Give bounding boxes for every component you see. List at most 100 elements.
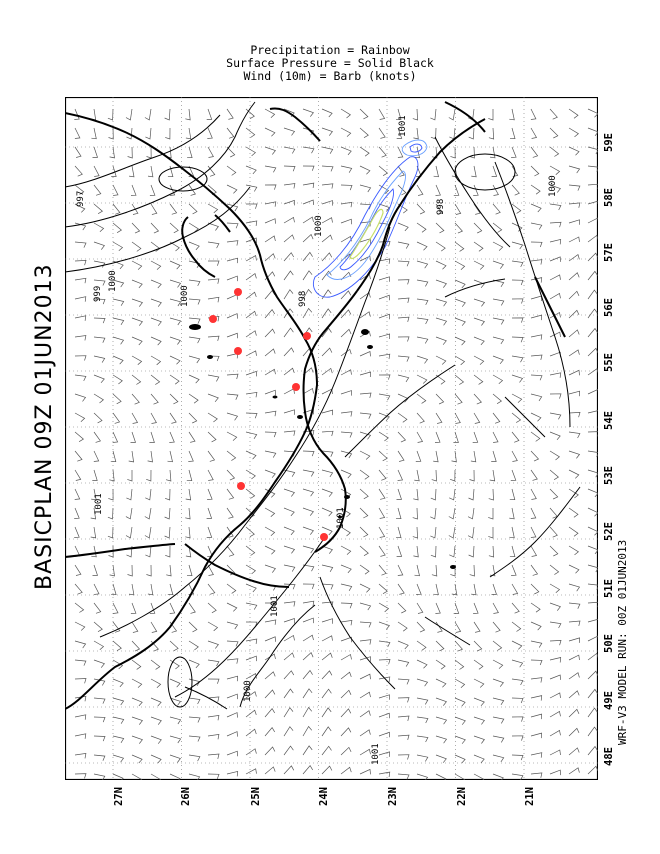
wind-barb [206, 108, 213, 120]
contour-label: 1000 [180, 285, 190, 307]
wind-barb [226, 583, 237, 594]
wind-barb [549, 729, 561, 737]
wind-barb [321, 488, 333, 497]
wind-barb [511, 412, 522, 423]
wind-barb [509, 545, 516, 557]
wind-barb [283, 216, 295, 224]
wind-barb [378, 602, 390, 613]
wind-barb [359, 184, 372, 193]
wind-barb [397, 754, 410, 760]
wind-barb [416, 336, 429, 344]
wind-barb [74, 431, 84, 442]
wind-barb [359, 691, 371, 699]
wind-barb [264, 671, 276, 680]
wind-barb [587, 410, 598, 416]
wind-barb [207, 621, 219, 632]
contour-label: 1001 [398, 115, 408, 137]
wind-barb [185, 108, 191, 121]
wind-barb [302, 600, 315, 607]
wind-barb [397, 146, 404, 158]
wind-barb [530, 127, 538, 139]
wind-barb [112, 241, 124, 252]
wind-barb [207, 296, 220, 303]
wind-barb [340, 165, 353, 173]
wind-barb [112, 602, 119, 614]
wind-barb [511, 374, 524, 383]
wind-barb [378, 712, 390, 719]
wind-barb [74, 621, 86, 631]
wind-barb [226, 564, 236, 576]
wind-barb [340, 328, 352, 338]
wind-barb [492, 184, 499, 196]
wind-barb [283, 165, 296, 172]
wind-barb [397, 697, 410, 703]
wind-barb [378, 640, 391, 648]
wind-barb [492, 222, 503, 233]
lon-label: 49E [603, 691, 615, 710]
wind-barb [321, 252, 333, 262]
wind-barb [449, 545, 456, 558]
wind-barb [530, 713, 542, 720]
wind-barb [92, 469, 98, 481]
wind-barb [511, 203, 522, 214]
wind-barb [397, 734, 410, 740]
wind-barb [302, 526, 314, 535]
wind-barb [587, 688, 598, 699]
wind-barb [207, 241, 220, 249]
wind-barb [435, 203, 443, 215]
wind-barb [492, 355, 504, 365]
wind-barb [112, 716, 125, 724]
wind-barb [226, 545, 235, 557]
wind-barb [245, 709, 257, 718]
wind-barb [131, 298, 143, 307]
wind-barb [321, 289, 332, 300]
wind-barb [264, 545, 276, 555]
wind-barb [587, 635, 598, 642]
wind-barb [165, 469, 172, 482]
wind-barb [530, 545, 538, 557]
wind-barb [188, 317, 201, 324]
wind-barb [169, 412, 177, 424]
wind-barb [340, 290, 352, 300]
wind-barb [511, 716, 524, 722]
legend-precipitation: Precipitation = Rainbow [250, 43, 410, 57]
wind-barb [549, 127, 559, 139]
wind-barb [207, 583, 216, 595]
wind-barb [359, 146, 370, 157]
wind-barb [359, 602, 372, 611]
wind-barb [207, 678, 220, 684]
wind-barb [302, 564, 315, 572]
wind-barb [128, 450, 135, 463]
wind-barb [568, 450, 581, 459]
wind-barb [283, 601, 296, 607]
wind-barb [473, 260, 485, 270]
wind-barb [147, 450, 153, 463]
wind-barb [169, 640, 179, 652]
wind-barb [488, 508, 494, 520]
wind-barb [530, 659, 543, 666]
wind-barb [150, 621, 158, 633]
wind-barb [473, 241, 484, 252]
wind-barb [587, 270, 598, 281]
wind-barb [264, 689, 276, 699]
wind-barb [169, 393, 179, 405]
wind-barb [359, 165, 371, 175]
wind-barb [378, 545, 386, 557]
wind-barb [467, 526, 475, 539]
wind-barb [164, 488, 171, 501]
contour-label: 997 [76, 191, 86, 207]
legend-surface-pressure: Surface Pressure = Solid Black [226, 56, 434, 70]
wind-barb [397, 431, 407, 443]
wind-barb [93, 773, 106, 780]
wind-barb [359, 768, 371, 775]
wind-barb [283, 688, 294, 699]
wind-barb [430, 108, 437, 121]
wind-barb [511, 621, 522, 632]
wind-barb [245, 330, 257, 338]
wind-barb [283, 308, 294, 319]
wind-barb [74, 296, 87, 302]
wind-barb [302, 146, 315, 154]
wind-barb [416, 279, 429, 287]
wind-barb [150, 317, 162, 326]
wind-barb [395, 526, 402, 538]
